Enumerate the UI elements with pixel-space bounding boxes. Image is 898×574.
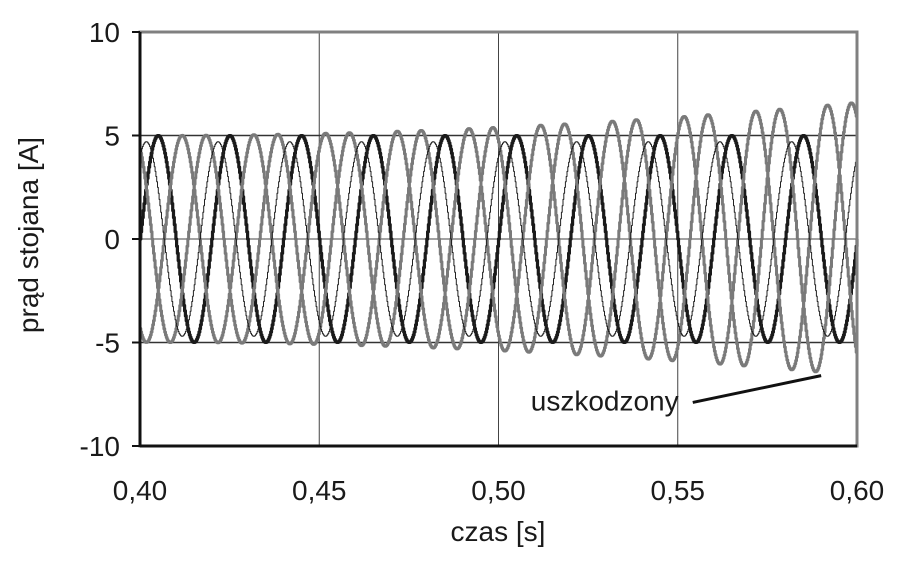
x-tick-label-4: 0,60 (830, 475, 885, 506)
y-tick-label-2: 0 (104, 224, 120, 255)
annotation-uszkodzony: uszkodzony (531, 385, 679, 416)
y-tick-label-4: -10 (80, 431, 120, 462)
axes (132, 30, 859, 448)
y-axis-label: prąd stojana [A] (13, 137, 44, 333)
x-tick-label-1: 0,45 (292, 475, 347, 506)
annotation-leader-line (692, 374, 822, 404)
y-tick-label-0: 10 (89, 17, 120, 48)
x-axis-label: czas [s] (451, 516, 546, 547)
x-tick-label-0: 0,40 (113, 475, 168, 506)
series-line-0 (139, 134, 859, 344)
series-line-1 (139, 101, 859, 374)
series-group (139, 101, 859, 374)
series-line-2 (139, 103, 859, 372)
y-tick-label-3: -5 (95, 328, 120, 359)
x-tick-label-3: 0,55 (651, 475, 706, 506)
series-line-3 (140, 141, 858, 337)
y-tick-label-1: 5 (104, 121, 120, 152)
tick-labels: 10 5 0 -5 -10 0,40 0,45 0,50 0,55 0,60 (80, 17, 885, 506)
x-tick-label-2: 0,50 (471, 475, 526, 506)
annotation-group: uszkodzony (531, 374, 822, 416)
